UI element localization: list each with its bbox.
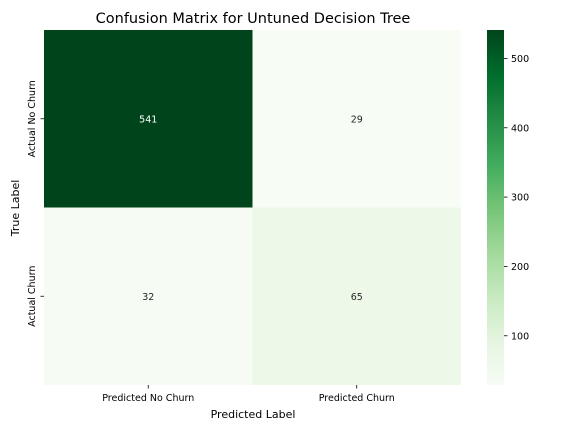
chart-title: Confusion Matrix for Untuned Decision Tr… bbox=[96, 11, 411, 27]
heatmap-cells: 541 29 32 65 bbox=[44, 30, 461, 385]
heatmap-cell bbox=[252, 207, 461, 385]
y-axis-label: True Label bbox=[9, 180, 22, 238]
colorbar-ticks: 100 200 300 400 500 bbox=[504, 54, 529, 342]
colorbar-tick-label: 500 bbox=[511, 54, 529, 65]
cell-value-label: 541 bbox=[139, 114, 157, 125]
x-tick-label: Predicted No Churn bbox=[102, 393, 194, 404]
cell-value-label: 29 bbox=[351, 114, 363, 125]
y-tick-label: Actual Churn bbox=[27, 266, 38, 327]
colorbar-tick-label: 300 bbox=[511, 193, 529, 204]
colorbar-tick-label: 200 bbox=[511, 262, 529, 273]
heatmap-cell bbox=[252, 30, 461, 208]
colorbar-tick-label: 100 bbox=[511, 331, 529, 342]
colorbar-tick-label: 400 bbox=[511, 123, 529, 134]
x-axis-ticks: Predicted No Churn Predicted Churn bbox=[102, 385, 395, 404]
colorbar bbox=[487, 30, 504, 385]
cell-value-label: 32 bbox=[142, 292, 154, 303]
y-axis-ticks: Actual No Churn Actual Churn bbox=[27, 80, 44, 327]
heatmap-cell bbox=[44, 207, 253, 385]
heatmap-cell bbox=[44, 30, 253, 208]
y-tick-label: Actual No Churn bbox=[27, 80, 38, 157]
x-axis-label: Predicted Label bbox=[211, 408, 296, 421]
cell-value-label: 65 bbox=[351, 292, 363, 303]
x-tick-label: Predicted Churn bbox=[319, 393, 395, 404]
